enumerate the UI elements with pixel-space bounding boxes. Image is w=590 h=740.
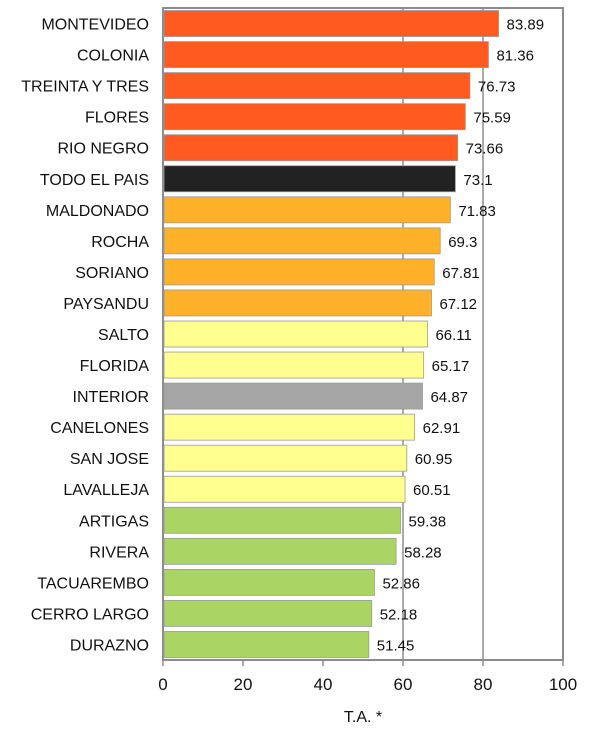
category-label: TREINTA Y TRES [21,79,149,96]
value-label: 52.18 [380,606,418,623]
bar-cerro-largo [163,600,373,627]
category-label: MALDONADO [46,203,149,220]
category-label: CANELONES [50,420,149,437]
category-label: DURAZNO [70,637,149,654]
category-label: ARTIGAS [79,513,149,530]
bar-soriano [163,258,435,286]
value-label: 52.86 [382,575,420,592]
x-tick-label: 0 [158,675,167,694]
category-label: PAYSANDU [63,296,149,313]
value-label: 71.83 [458,203,496,220]
value-label: 76.73 [478,79,516,96]
category-label: SORIANO [75,265,149,282]
value-label: 66.11 [435,327,471,344]
bar-san-jose [163,444,408,472]
bar-durazno [163,631,370,658]
category-label: COLONIA [77,48,149,65]
bar-canelones [163,413,416,441]
category-label: SAN JOSE [70,451,149,468]
bar-lavalleja [163,475,406,503]
x-tick-label: 60 [394,675,413,694]
bar-tacuarembo [163,568,375,596]
category-label: LAVALLEJA [63,482,149,499]
value-label: 58.28 [404,544,442,561]
bar-todo-el-pais [163,165,456,193]
category-label: SALTO [98,327,149,344]
value-label: 59.38 [409,513,447,530]
bar-flores [163,103,466,131]
category-label: FLORES [85,110,149,127]
value-label: 69.3 [448,234,477,251]
category-label: FLORIDA [80,358,150,375]
category-label: TACUAREMBO [37,575,149,592]
category-label: CERRO LARGO [31,606,149,623]
bar-montevideo [163,10,499,37]
value-label: 60.95 [415,451,453,468]
category-label: ROCHA [91,234,149,251]
value-label: 64.87 [430,389,468,406]
category-label: INTERIOR [73,389,149,406]
value-label: 67.12 [439,296,477,313]
value-label: 81.36 [496,48,534,65]
x-tick-label: 80 [474,675,493,694]
bar-artigas [163,506,401,534]
value-label: 65.17 [432,358,470,375]
category-label: RIO NEGRO [57,141,149,158]
category-label: TODO EL PAIS [40,172,149,189]
category-label: MONTEVIDEO [41,17,149,34]
value-label: 75.59 [473,110,511,127]
value-label: 67.81 [442,265,480,282]
bar-maldonado [163,196,451,224]
x-tick-label: 20 [234,675,253,694]
bar-treinta-y-tres [163,72,471,100]
bar-colonia [163,41,489,68]
tick-layer: 0 20 40 60 80 100 [158,660,577,694]
category-label: RIVERA [89,544,149,561]
value-label: 73.1 [463,172,492,189]
x-tick-label: 100 [549,675,577,694]
value-label: 73.66 [466,141,504,158]
value-label: 60.51 [413,482,451,499]
bar-rivera [163,537,397,565]
bar-layer [163,10,499,658]
bar-rio-negro [163,134,459,162]
bar-interior [163,382,423,410]
x-tick-label: 40 [314,675,333,694]
x-axis-title: T.A. * [344,709,382,726]
bar-rocha [163,227,441,255]
label-layer: MONTEVIDEO 83.89 COLONIA 81.36 TREINTA Y TRE… [21,17,544,655]
bar-salto [163,320,428,348]
value-label: 62.91 [423,420,461,437]
bar-paysandu [163,289,432,317]
value-label: 51.45 [377,637,415,654]
value-label: 83.89 [507,17,545,34]
bar-florida [163,351,425,379]
